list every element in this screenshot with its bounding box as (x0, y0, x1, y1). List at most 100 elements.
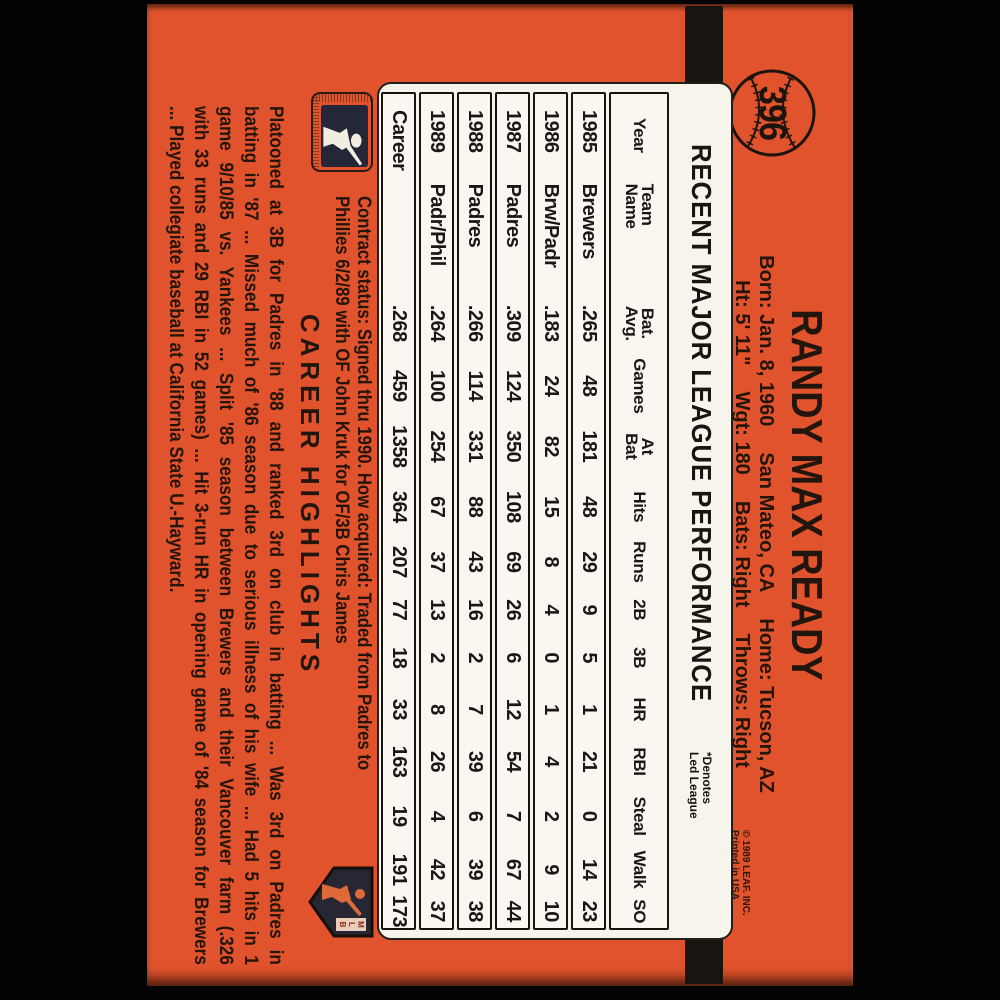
stats-row: 1985 Brewers .265 48 181 48 29 9 5 1 21 0 14 23 (571, 92, 606, 930)
stats-cell: 207 (388, 545, 410, 578)
contract-line-2: Phillies 6/2/89 with OF John Kruk for OF… (331, 196, 352, 644)
stats-cell: 4 (426, 810, 448, 822)
stats-cell: 1988 (464, 110, 486, 153)
column-header: Team Name (622, 183, 657, 229)
stats-cell: 108 (502, 490, 524, 523)
stats-cell: 26 (426, 750, 448, 773)
stats-cell: 23 (578, 900, 600, 922)
stats-cell: 100 (426, 369, 448, 402)
highlight-line: Platooned at 3B for Padres in '88 and ra… (265, 106, 287, 965)
bio-segment: Bats: Right (731, 500, 753, 608)
stats-cell: 48 (578, 375, 600, 397)
stats-row: 1988 Padres .266 114 331 88 43 16 2 7 39 6 39 38 (457, 92, 492, 930)
stats-cell: .264 (426, 304, 448, 342)
stats-cell: 364 (388, 490, 410, 523)
career-highlights-text: Platooned at 3B for Padres in '88 and ra… (163, 106, 288, 965)
stats-cell: 8 (426, 704, 448, 715)
bio-segment: Born: Jan. 8, 1960 (755, 255, 777, 427)
bio-segment: Ht: 5' 11" (731, 280, 753, 366)
column-header: RBI (630, 747, 649, 776)
highlight-line: with 33 runs and 29 RBI in 52 games) ...… (190, 106, 212, 965)
stats-cell: 33 (388, 698, 410, 721)
stats-cell: 67 (502, 858, 524, 881)
stats-cell: 1358 (388, 425, 410, 468)
stats-cell: 82 (540, 435, 562, 457)
stats-title: RECENT MAJOR LEAGUE PERFORMANCE (686, 144, 717, 703)
stats-cell: 8 (540, 556, 562, 568)
stats-cell: 39 (464, 858, 486, 881)
stats-cell: .266 (464, 304, 486, 342)
stats-cell: 12 (502, 698, 524, 721)
stats-cell: 0 (540, 652, 562, 664)
contract-status-text: Contract status: Signed thru 1990. How a… (330, 196, 374, 867)
highlight-line: ... Played collegiate baseball at Califo… (165, 106, 187, 593)
stats-cell: Brw/Padr (540, 183, 562, 268)
player-name: RANDY MAX READY (782, 309, 831, 681)
stats-cell: 44 (502, 900, 524, 922)
stats-cell: 1986 (540, 110, 562, 153)
baseball-card-back: 39 6 RANDY MAX READY Born: Jan. 8, 1960 Sa… (147, 4, 853, 986)
stats-cell: 37 (426, 900, 448, 922)
stats-cell: 19 (388, 805, 410, 827)
stats-cell: 459 (388, 369, 410, 402)
stats-row: 1987 Padres .309 124 350 108 69 26 6 12 54 7 67 44 (495, 92, 530, 930)
bio-segment: Wgt: 180 (731, 391, 753, 475)
stats-cell: .183 (540, 304, 562, 342)
stats-cell: 1 (540, 704, 562, 715)
stats-cell: 1989 (426, 110, 448, 153)
stats-cell: 1 (578, 704, 600, 715)
bio-segment: Home: Tucson, AZ (755, 618, 777, 793)
stats-cell: .268 (388, 304, 410, 342)
stats-cell: 350 (502, 430, 524, 463)
stats-cell: 88 (464, 496, 486, 518)
stats-row: 1989 Padr/Phil .264 100 254 67 37 13 2 8 26 4 42 37 (419, 92, 454, 930)
stats-cell: 67 (426, 496, 448, 518)
stats-rows: 1985 Brewers .265 48 181 48 29 9 5 1 21 0 14 23 1986 Br… (381, 92, 606, 930)
stats-cell: 54 (502, 750, 524, 773)
stats-cell: 14 (578, 858, 600, 881)
stats-cell: 124 (502, 369, 524, 402)
stats-cell: 77 (388, 599, 410, 621)
stats-cell: 37 (426, 551, 448, 573)
stats-row: 1986 Brw/Padr .183 24 82 15 8 4 0 1 4 2 9 10 (533, 92, 568, 930)
stats-cell: 16 (464, 599, 486, 621)
column-header: HR (630, 697, 649, 722)
stats-cell: 254 (426, 430, 448, 463)
stats-cell: 42 (426, 858, 448, 881)
stats-cell: 7 (464, 704, 486, 715)
column-header: 2B (630, 599, 649, 621)
stats-cell: 21 (578, 750, 600, 773)
stats-cell: 173 (388, 895, 410, 928)
stats-cell: 163 (388, 745, 410, 778)
stats-cell: 114 (464, 370, 486, 402)
mlb-licensee-logo (311, 92, 373, 172)
stats-header-row: Year Team Name Bat. Avg. Games At Bat Hits Runs 2B… (609, 92, 669, 930)
career-highlights-title: CAREER HIGHLIGHTS (295, 313, 325, 677)
stats-cell: Padr/Phil (426, 183, 448, 266)
stats-cell: 0 (578, 810, 600, 822)
stats-cell: 39 (464, 750, 486, 773)
bio-line-1: Born: Jan. 8, 1960 San Mateo, CA Home: Tuc… (754, 124, 777, 924)
column-header: Games (630, 358, 649, 414)
stats-cell: 9 (578, 604, 600, 616)
column-header: Steal (630, 796, 649, 836)
stats-cell: 331 (464, 430, 486, 463)
bio-segment: Throws: Right (731, 633, 753, 768)
stats-cell: 26 (502, 599, 524, 621)
stats-cell: 13 (426, 599, 448, 621)
mlbpa-home-plate-logo: M L B (308, 866, 374, 938)
stats-cell: 1987 (502, 110, 524, 153)
stats-cell: 6 (502, 652, 524, 664)
stats-cell: 2 (540, 810, 562, 822)
stats-row: Career .268 459 1358 364 207 77 18 33 163 19 191 173 (381, 92, 416, 930)
stats-cell: 5 (578, 652, 600, 664)
svg-text:B: B (338, 922, 347, 928)
bio-segment: San Mateo, CA (755, 452, 777, 593)
column-header: Walk (630, 850, 649, 889)
stats-cell: 9 (540, 864, 562, 875)
stats-cell: 43 (464, 551, 486, 573)
mlb-batter-icon (321, 105, 368, 167)
stats-cell: 181 (578, 430, 600, 463)
contract-line-1: Contract status: Signed thru 1990. How a… (353, 196, 374, 771)
